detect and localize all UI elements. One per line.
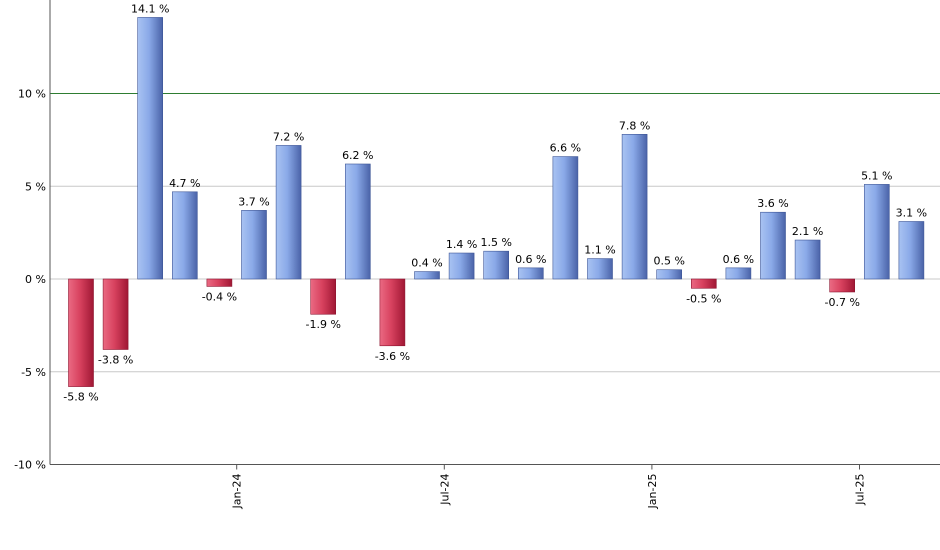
- data-label: -3.6 %: [375, 350, 410, 363]
- data-label: 3.6 %: [757, 197, 788, 210]
- bar: [310, 278, 337, 315]
- data-label: 1.5 %: [480, 236, 511, 249]
- axes: 10 % 5 % 0 % -5 % -10 % Jan-24 Jul-24 Jan-25 Jul…: [14, 0, 940, 509]
- data-label: 6.2 %: [342, 149, 373, 162]
- data-label: -0.4 %: [202, 290, 237, 303]
- bar: [725, 267, 752, 280]
- bar: [863, 184, 890, 280]
- data-label: 1.1 %: [584, 244, 615, 257]
- bar: [517, 267, 544, 280]
- data-label: -3.8 %: [98, 353, 133, 366]
- data-label: 4.7 %: [169, 177, 200, 190]
- x-tick-label: Jul-25: [854, 474, 867, 506]
- y-tick-label: 10 %: [18, 88, 46, 101]
- data-label: 0.6 %: [723, 253, 754, 266]
- data-label: -0.7 %: [824, 296, 859, 309]
- bar: [206, 278, 233, 287]
- bar: [448, 252, 475, 280]
- bar: [898, 221, 925, 280]
- bar: [656, 269, 683, 280]
- data-label: 0.4 %: [411, 257, 442, 270]
- bar: [760, 211, 786, 280]
- data-labels: -5.8 % -3.8 % 14.1 % 4.7 % -0.4 % 3.7 % 7.2 % -…: [63, 2, 927, 403]
- bar: [794, 239, 821, 280]
- x-tick-label: Jul-24: [438, 474, 451, 506]
- data-label: 0.5 %: [653, 255, 684, 268]
- data-label: 7.8 %: [619, 119, 650, 132]
- bar: [102, 278, 129, 350]
- bar: [172, 191, 198, 280]
- data-label: -5.8 %: [63, 391, 98, 404]
- bar: [344, 163, 371, 280]
- y-tick-label: -5 %: [21, 366, 46, 379]
- bar: [552, 156, 579, 280]
- bar: [621, 134, 648, 280]
- bar: [275, 145, 302, 280]
- bar: [690, 278, 717, 289]
- bar: [829, 278, 856, 293]
- data-label: 6.6 %: [550, 142, 581, 155]
- bars: [68, 17, 925, 387]
- data-label: 0.6 %: [515, 253, 546, 266]
- bar: [414, 271, 440, 280]
- data-label: 1.4 %: [446, 238, 477, 251]
- x-tick-label: Jan-25: [646, 474, 659, 510]
- data-label: -1.9 %: [305, 318, 340, 331]
- data-label: 7.2 %: [273, 130, 304, 143]
- bar: [68, 278, 94, 387]
- data-label: 2.1 %: [792, 225, 823, 238]
- data-label: -0.5 %: [686, 292, 721, 305]
- y-tick-label: 0 %: [25, 273, 46, 286]
- y-tick-label: -10 %: [14, 459, 46, 472]
- bar: [241, 210, 267, 280]
- data-label: 5.1 %: [861, 169, 892, 182]
- x-tick-label: Jan-24: [231, 474, 244, 510]
- bar: [483, 250, 510, 280]
- bar: [137, 17, 163, 280]
- data-label: 14.1 %: [131, 2, 169, 15]
- data-label: 3.1 %: [896, 206, 927, 219]
- bar: [587, 258, 613, 280]
- bar: [379, 278, 406, 347]
- y-tick-label: 5 %: [25, 180, 46, 193]
- data-label: 3.7 %: [238, 195, 269, 208]
